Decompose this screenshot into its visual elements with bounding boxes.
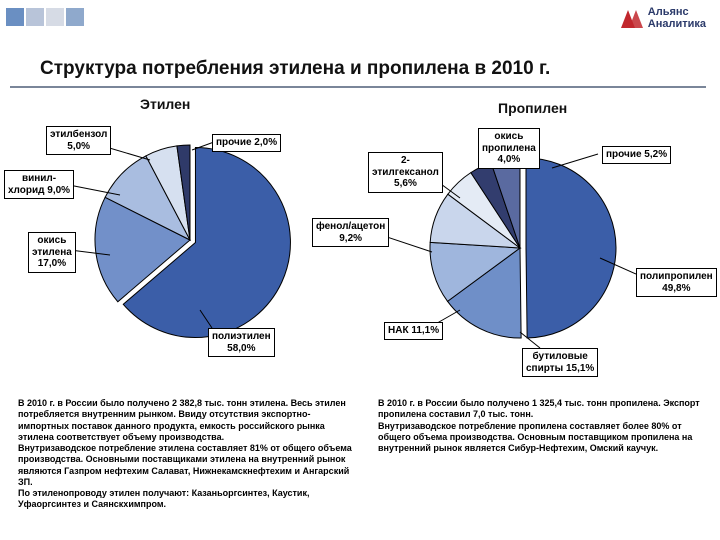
callout-label: окисьпропилена4,0% xyxy=(478,128,540,169)
callout-label: окисьэтилена17,0% xyxy=(28,232,76,273)
callout-label: НАК 11,1% xyxy=(384,322,443,340)
callout-label: винил-хлорид 9,0% xyxy=(4,170,74,199)
callout-label: этилбензол5,0% xyxy=(46,126,111,155)
leader-line xyxy=(552,154,598,168)
callout-label: полиэтилен58,0% xyxy=(208,328,275,357)
callout-label: фенол/ацетон9,2% xyxy=(312,218,389,247)
charts-svg xyxy=(0,0,720,400)
paragraph-propylene: В 2010 г. в России было получено 1 325,4… xyxy=(378,398,708,454)
paragraph-ethylene: В 2010 г. в России было получено 2 382,8… xyxy=(18,398,358,511)
callout-label: бутиловыеспирты 15,1% xyxy=(522,348,598,377)
callout-label: 2-этилгексанол5,6% xyxy=(368,152,443,193)
callout-label: прочие 5,2% xyxy=(602,146,671,164)
callout-label: полипропилен49,8% xyxy=(636,268,717,297)
callout-label: прочие 2,0% xyxy=(212,134,281,152)
pie-slice xyxy=(526,158,616,338)
